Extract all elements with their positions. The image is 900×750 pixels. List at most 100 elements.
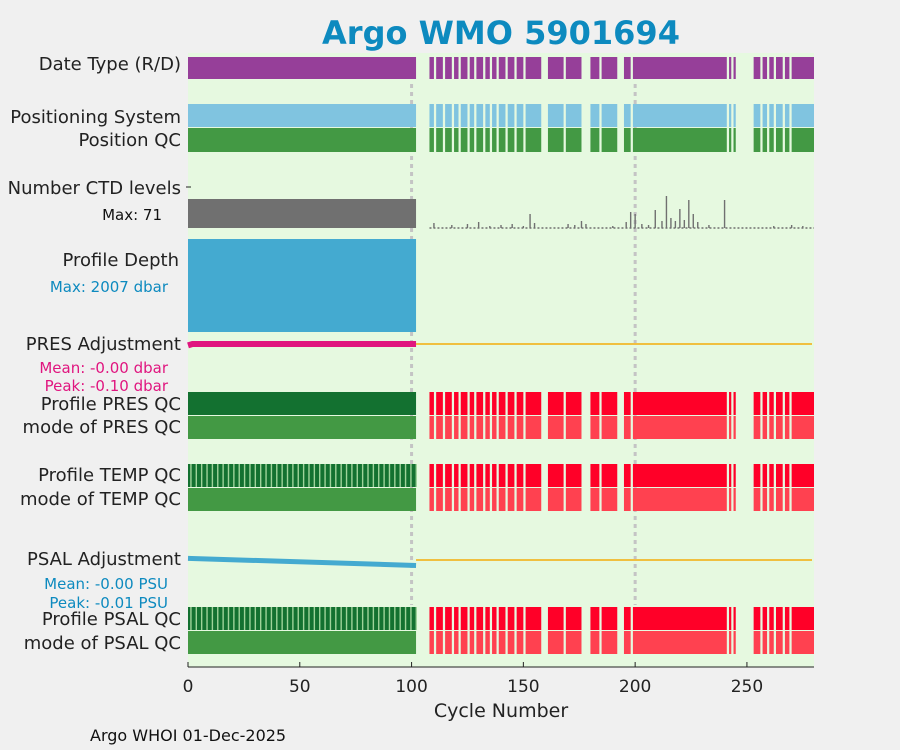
realtime-bar-1-24 (775, 104, 783, 127)
realtime-bar-6-0 (429, 488, 434, 511)
realtime-bar-8-25 (784, 631, 790, 654)
realtime-bar-5-14 (565, 464, 582, 487)
realtime-bar-8-20 (733, 631, 736, 654)
dmode-bar-8 (188, 631, 417, 654)
row-label-profile-temp-qc: Profile TEMP QC (38, 465, 181, 486)
realtime-bar-7-1 (436, 607, 443, 630)
row-label-mode-temp-qc: mode of TEMP QC (20, 489, 181, 510)
row-label-position-qc: Position QC (78, 130, 181, 151)
ctd-max-label: Max: 71 (102, 206, 162, 224)
realtime-bar-3-9 (498, 392, 506, 415)
ctd-level-bar-17 (634, 214, 636, 228)
ctd-level-bar-11 (574, 225, 576, 228)
realtime-bar-1-2 (445, 104, 452, 127)
realtime-bar-8-17 (623, 631, 631, 654)
ctd-level-bar-2 (466, 224, 469, 228)
qc-stripe-1 (254, 607, 257, 630)
realtime-bar-5-15 (590, 464, 600, 487)
realtime-bar-4-18 (632, 416, 727, 439)
realtime-bar-4-16 (601, 416, 618, 439)
row-label-pres-adjustment: PRES Adjustment (26, 334, 181, 355)
ctd-level-bar-15 (625, 222, 627, 228)
realtime-bar-0-21 (753, 57, 761, 79)
pres-adjustment-line (187, 341, 417, 349)
realtime-bar-7-24 (775, 607, 783, 630)
realtime-bar-8-24 (775, 631, 783, 654)
realtime-bar-6-10 (507, 488, 515, 511)
qc-stripe-0 (410, 464, 412, 487)
realtime-bar-1-16 (601, 104, 618, 127)
realtime-bar-0-0 (429, 57, 434, 79)
qc-stripe-1 (410, 607, 412, 630)
realtime-bar-5-3 (454, 464, 459, 487)
realtime-bar-2-11 (516, 128, 524, 152)
realtime-bar-0-13 (547, 57, 564, 79)
pres-mean-label: Mean: -0.00 dbar (39, 359, 169, 377)
realtime-bar-4-2 (445, 416, 452, 439)
realtime-bar-0-14 (565, 57, 582, 79)
realtime-bar-2-25 (784, 128, 790, 152)
realtime-bar-5-16 (601, 464, 618, 487)
realtime-bar-3-10 (507, 392, 515, 415)
realtime-bar-2-22 (762, 128, 768, 152)
realtime-bar-0-19 (729, 57, 732, 79)
realtime-bar-8-18 (632, 631, 727, 654)
ctd-level-bar-28 (692, 214, 694, 228)
qc-stripe-0 (276, 464, 278, 487)
realtime-bar-2-16 (601, 128, 618, 152)
qc-stripe-1 (356, 607, 358, 630)
x-tick-label-2: 100 (395, 677, 427, 697)
qc-stripe-1 (281, 607, 283, 630)
realtime-bar-0-4 (460, 57, 468, 79)
qc-stripe-0 (270, 464, 273, 487)
realtime-bar-3-15 (590, 392, 600, 415)
realtime-bar-1-6 (476, 104, 484, 127)
realtime-bar-6-24 (775, 488, 783, 511)
realtime-bar-5-17 (623, 464, 631, 487)
qc-stripe-0 (388, 464, 391, 487)
realtime-bar-6-17 (623, 488, 631, 511)
qc-stripe-0 (254, 464, 257, 487)
realtime-bar-5-23 (769, 464, 774, 487)
qc-stripe-1 (190, 607, 192, 630)
realtime-bar-7-4 (460, 607, 468, 630)
realtime-bar-1-17 (623, 104, 631, 127)
qc-stripe-0 (367, 464, 369, 487)
qc-stripe-1 (319, 607, 321, 630)
realtime-bar-3-16 (601, 392, 618, 415)
realtime-bar-4-22 (762, 416, 768, 439)
realtime-bar-5-10 (507, 464, 515, 487)
realtime-bar-4-11 (516, 416, 524, 439)
realtime-bar-6-16 (601, 488, 618, 511)
realtime-bar-7-22 (762, 607, 768, 630)
qc-stripe-0 (206, 464, 208, 487)
realtime-bar-8-9 (498, 631, 506, 654)
realtime-bar-5-26 (791, 464, 814, 487)
qc-stripe-0 (324, 464, 326, 487)
realtime-bar-2-13 (547, 128, 564, 152)
realtime-bar-1-26 (791, 104, 814, 127)
qc-stripe-1 (394, 607, 396, 630)
realtime-bar-7-2 (445, 607, 452, 630)
qc-stripe-1 (200, 607, 203, 630)
qc-stripe-0 (222, 464, 224, 487)
x-axis-label: Cycle Number (434, 700, 568, 722)
psal-peak-label: Peak: -0.01 PSU (49, 594, 168, 612)
realtime-bar-2-20 (733, 128, 736, 152)
realtime-bar-2-23 (769, 128, 774, 152)
qc-stripe-1 (227, 607, 230, 630)
realtime-bar-8-6 (476, 631, 484, 654)
ctd-level-bar-16 (629, 212, 632, 228)
ctd-level-bar-33 (790, 225, 793, 228)
qc-stripe-0 (297, 464, 299, 487)
realtime-bar-7-19 (729, 607, 732, 630)
realtime-bar-8-13 (547, 631, 564, 654)
realtime-bar-3-11 (516, 392, 524, 415)
qc-stripe-0 (233, 464, 235, 487)
realtime-bar-6-11 (516, 488, 524, 511)
realtime-bar-1-25 (784, 104, 790, 127)
realtime-bar-2-9 (498, 128, 506, 152)
realtime-bar-3-13 (547, 392, 564, 415)
qc-stripe-0 (378, 464, 380, 487)
